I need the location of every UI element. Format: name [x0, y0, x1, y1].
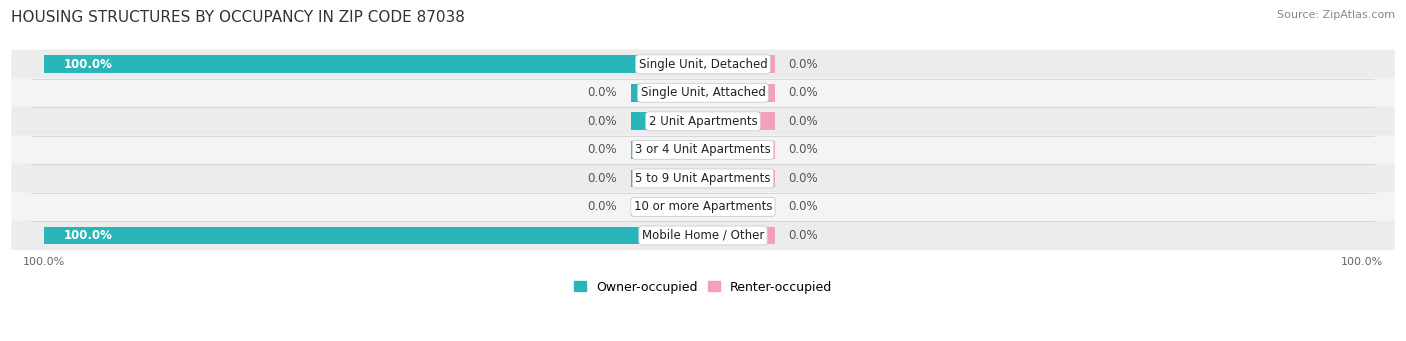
- Bar: [44, 55, 703, 73]
- FancyBboxPatch shape: [11, 192, 1395, 222]
- Text: 2 Unit Apartments: 2 Unit Apartments: [648, 115, 758, 128]
- Text: 0.0%: 0.0%: [789, 58, 818, 71]
- Text: Mobile Home / Other: Mobile Home / Other: [641, 229, 765, 242]
- Text: 100.0%: 100.0%: [63, 229, 112, 242]
- Text: Single Unit, Attached: Single Unit, Attached: [641, 86, 765, 99]
- Text: Single Unit, Detached: Single Unit, Detached: [638, 58, 768, 71]
- Text: 0.0%: 0.0%: [789, 172, 818, 185]
- Text: 0.0%: 0.0%: [588, 172, 617, 185]
- Bar: [703, 113, 776, 130]
- Bar: [703, 84, 776, 102]
- Bar: [630, 113, 703, 130]
- Text: 0.0%: 0.0%: [588, 86, 617, 99]
- FancyBboxPatch shape: [11, 78, 1395, 107]
- Text: 0.0%: 0.0%: [789, 143, 818, 157]
- Text: Source: ZipAtlas.com: Source: ZipAtlas.com: [1277, 10, 1395, 20]
- Text: 0.0%: 0.0%: [588, 115, 617, 128]
- FancyBboxPatch shape: [11, 107, 1395, 136]
- FancyBboxPatch shape: [11, 135, 1395, 165]
- Bar: [703, 55, 776, 73]
- Text: 0.0%: 0.0%: [588, 143, 617, 157]
- Text: 10 or more Apartments: 10 or more Apartments: [634, 201, 772, 213]
- Bar: [703, 227, 776, 244]
- Text: 0.0%: 0.0%: [789, 229, 818, 242]
- Bar: [630, 141, 703, 159]
- Bar: [630, 198, 703, 216]
- Text: 100.0%: 100.0%: [63, 58, 112, 71]
- Text: 0.0%: 0.0%: [588, 201, 617, 213]
- Text: 0.0%: 0.0%: [789, 201, 818, 213]
- Legend: Owner-occupied, Renter-occupied: Owner-occupied, Renter-occupied: [574, 281, 832, 294]
- Text: 5 to 9 Unit Apartments: 5 to 9 Unit Apartments: [636, 172, 770, 185]
- Bar: [703, 169, 776, 187]
- Bar: [630, 84, 703, 102]
- Text: 0.0%: 0.0%: [789, 86, 818, 99]
- Bar: [44, 227, 703, 244]
- Text: HOUSING STRUCTURES BY OCCUPANCY IN ZIP CODE 87038: HOUSING STRUCTURES BY OCCUPANCY IN ZIP C…: [11, 10, 465, 25]
- Text: 0.0%: 0.0%: [789, 115, 818, 128]
- Bar: [703, 198, 776, 216]
- FancyBboxPatch shape: [11, 49, 1395, 79]
- Bar: [703, 141, 776, 159]
- FancyBboxPatch shape: [11, 221, 1395, 250]
- Text: 3 or 4 Unit Apartments: 3 or 4 Unit Apartments: [636, 143, 770, 157]
- Bar: [630, 169, 703, 187]
- FancyBboxPatch shape: [11, 164, 1395, 193]
